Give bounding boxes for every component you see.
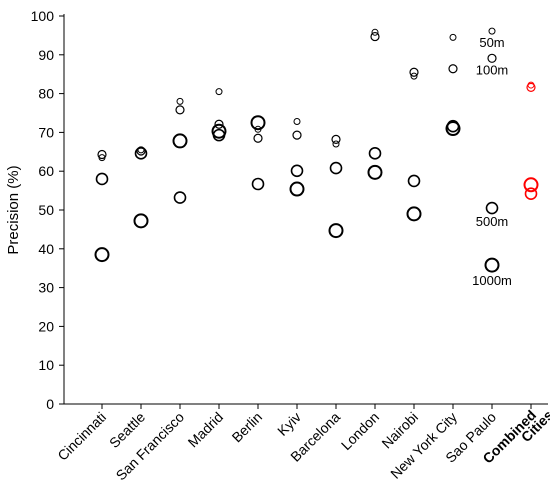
data-point-small <box>293 118 301 126</box>
x-category-label: Cincinnati <box>54 409 109 464</box>
data-point-medium <box>487 53 497 63</box>
data-point-medium <box>136 146 146 156</box>
x-category-label: Berlin <box>228 409 265 446</box>
y-tick-label: 20 <box>38 318 54 334</box>
data-point-x-large <box>406 206 422 222</box>
data-point-small <box>332 140 340 148</box>
y-tick-label: 10 <box>38 357 54 373</box>
data-point-x-large <box>523 177 539 193</box>
data-point-large <box>251 177 265 191</box>
data-point-medium <box>370 31 380 42</box>
x-category-label: London <box>338 409 382 453</box>
size-annotation: 50m <box>479 35 504 50</box>
data-point-small <box>371 28 379 36</box>
x-category-label: Kyiv <box>274 409 304 439</box>
data-point-large <box>368 147 382 160</box>
y-tick-label: 50 <box>38 202 54 218</box>
data-point-large <box>329 161 343 175</box>
data-point-medium <box>97 149 107 160</box>
data-point-medium <box>409 67 419 77</box>
axes-layer <box>59 14 548 409</box>
y-axis-title: Precision (%) <box>5 165 22 254</box>
data-point-x-large <box>133 213 149 229</box>
y-tick-label: 30 <box>38 280 54 296</box>
data-point-x-large <box>484 257 500 273</box>
data-point-x-large <box>289 181 305 197</box>
data-point-large <box>212 128 226 142</box>
data-point-medium <box>292 130 302 140</box>
y-tick-label: 90 <box>38 47 54 63</box>
data-point-large <box>134 147 148 160</box>
data-point-large <box>524 187 538 201</box>
y-tick-label: 40 <box>38 241 54 257</box>
data-point-medium <box>214 119 224 129</box>
data-point-small <box>449 33 457 41</box>
data-point-medium <box>526 82 536 92</box>
data-point-small <box>410 72 418 80</box>
data-point-medium <box>331 134 341 144</box>
size-annotation: 100m <box>476 62 509 77</box>
data-point-large <box>485 201 499 215</box>
x-category-label: Madrid <box>185 409 227 451</box>
data-point-x-large <box>211 123 227 139</box>
data-point-x-large <box>172 133 188 149</box>
y-tick-label: 100 <box>31 8 55 24</box>
data-point-small <box>176 97 184 105</box>
data-point-medium <box>253 133 263 143</box>
data-point-small <box>215 88 223 96</box>
data-point-small <box>488 27 496 35</box>
data-point-large <box>173 191 187 204</box>
y-tick-label: 70 <box>38 124 54 140</box>
data-point-x-large <box>445 121 461 137</box>
data-point-x-large <box>94 247 110 263</box>
data-point-large <box>290 164 304 178</box>
size-annotation: 1000m <box>472 273 512 288</box>
size-annotation: 500m <box>476 214 509 229</box>
y-tick-label: 60 <box>38 163 54 179</box>
data-point-x-large <box>328 223 344 239</box>
data-point-large <box>95 172 109 186</box>
data-point-x-large <box>250 115 266 131</box>
x-category-label: San Francisco <box>113 409 188 484</box>
labels-layer: 0 10 20 30 40 50 60 70 80 90 100 Precision (%) Cinci… <box>5 8 550 483</box>
data-point-medium <box>448 64 458 74</box>
data-point-x-large <box>367 164 383 180</box>
data-point-medium <box>175 105 185 115</box>
y-tick-label: 0 <box>46 396 54 412</box>
marks-layer <box>94 27 539 273</box>
y-tick-label: 80 <box>38 86 54 102</box>
data-point-large <box>407 174 421 188</box>
